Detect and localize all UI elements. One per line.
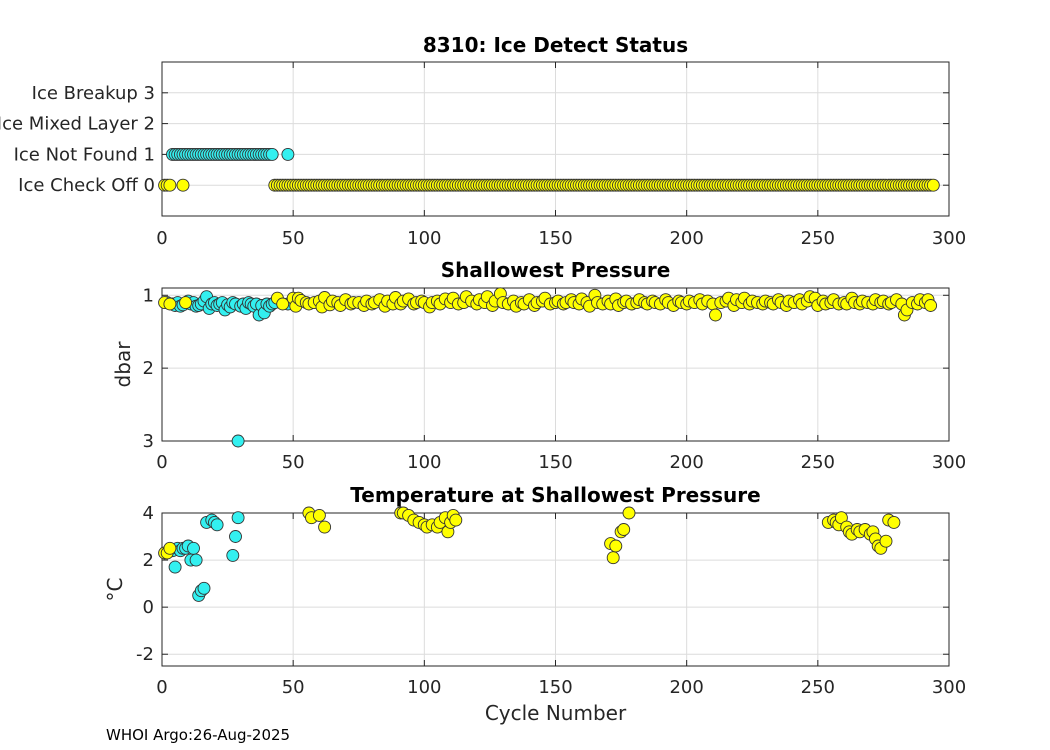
- x-tick-label: 0: [156, 228, 167, 249]
- data-point: [312, 508, 326, 522]
- y-tick-label: Ice Check Off 0: [18, 175, 155, 196]
- data-point: [210, 518, 224, 532]
- data-point: [276, 297, 290, 311]
- y-axis-label: dbar: [111, 341, 135, 388]
- series-open-water: [158, 287, 938, 322]
- y-tick-label: 2: [143, 358, 154, 379]
- x-tick-label: 50: [282, 677, 305, 698]
- data-point: [231, 434, 245, 448]
- y-tick-label: Ice Mixed Layer 2: [0, 114, 155, 135]
- y-tick-label: 3: [143, 431, 154, 452]
- x-tick-label: 250: [801, 228, 835, 249]
- x-axis-label: Cycle Number: [485, 701, 627, 725]
- chart-title: Shallowest Pressure: [441, 258, 671, 282]
- data-point: [281, 147, 295, 161]
- data-point: [617, 523, 631, 536]
- series-open-water: [158, 506, 901, 565]
- data-point: [926, 178, 940, 192]
- data-point: [163, 178, 177, 192]
- data-point: [229, 530, 242, 543]
- data-point: [887, 515, 901, 529]
- series-ice-period: [160, 290, 295, 448]
- data-point: [318, 520, 332, 534]
- data-point: [226, 548, 240, 562]
- chart-panel-1: 0 50 100 150 200 250 300 Ice Check Off 0 Ice Mix…: [0, 33, 966, 249]
- chart-panel-2: 0 50 100 150 200 250 300 1 2 3 Shallowest Pressure…: [111, 258, 966, 473]
- x-tick-label: 50: [282, 452, 305, 473]
- y-tick-label: Ice Not Found 1: [14, 144, 155, 165]
- x-tick-label: 300: [932, 228, 966, 249]
- y-axis-label: °C: [103, 578, 127, 602]
- y-tick-label: 0: [143, 597, 154, 618]
- x-tick-label: 100: [407, 228, 441, 249]
- y-tick-label: 4: [143, 503, 154, 524]
- x-tick-label: 300: [932, 677, 966, 698]
- x-tick-label: 150: [538, 452, 572, 473]
- x-tick-label: 0: [156, 452, 167, 473]
- data-point: [609, 539, 623, 553]
- x-tick-label: 200: [669, 452, 703, 473]
- data-point: [231, 511, 245, 525]
- x-tick-label: 250: [801, 452, 835, 473]
- x-tick-label: 100: [407, 452, 441, 473]
- data-point: [622, 506, 636, 520]
- chart-title: 8310: Ice Detect Status: [423, 33, 688, 57]
- credit-footer: WHOI Argo:26-Aug-2025: [106, 726, 291, 744]
- data-point: [179, 296, 193, 310]
- x-tick-label: 200: [669, 677, 703, 698]
- data-point: [197, 581, 211, 595]
- series-ice-not-found: [166, 147, 295, 161]
- series-ice-check-off: [158, 178, 940, 192]
- series-ice-period: [166, 511, 245, 602]
- data-point: [163, 297, 177, 311]
- x-tick-label: 50: [282, 228, 305, 249]
- y-tick-label: 1: [143, 285, 154, 306]
- x-tick-label: 200: [669, 228, 703, 249]
- x-tick-label: 250: [801, 677, 835, 698]
- x-tick-label: 150: [538, 677, 572, 698]
- x-tick-label: 100: [407, 677, 441, 698]
- data-point: [189, 553, 203, 567]
- x-tick-label: 150: [538, 228, 572, 249]
- y-tick-label: 2: [143, 550, 154, 571]
- y-tick-label: Ice Breakup 3: [32, 83, 155, 104]
- data-point: [176, 178, 190, 192]
- data-point: [168, 560, 182, 574]
- data-point: [265, 147, 279, 161]
- data-point: [606, 551, 620, 565]
- data-point: [924, 299, 938, 312]
- data-point: [709, 308, 722, 322]
- data-point: [163, 541, 177, 555]
- data-point: [187, 541, 200, 555]
- data-point: [449, 513, 463, 527]
- x-tick-label: 0: [156, 677, 167, 698]
- data-point: [879, 534, 893, 548]
- x-tick-label: 300: [932, 452, 966, 473]
- y-tick-label: -2: [136, 644, 154, 665]
- chart-title: Temperature at Shallowest Pressure: [350, 483, 760, 507]
